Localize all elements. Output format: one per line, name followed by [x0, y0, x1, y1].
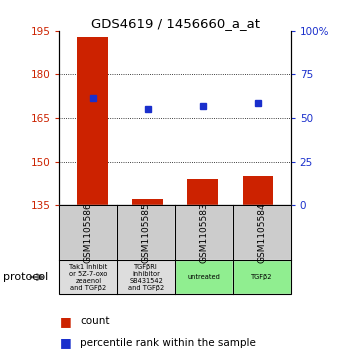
Text: percentile rank within the sample: percentile rank within the sample	[80, 338, 256, 348]
Text: GSM1105583: GSM1105583	[200, 202, 208, 263]
Text: ■: ■	[59, 315, 71, 328]
Title: GDS4619 / 1456660_a_at: GDS4619 / 1456660_a_at	[90, 17, 260, 30]
Bar	[78, 37, 108, 205]
Text: untreated: untreated	[188, 274, 220, 280]
Text: TGFβ2: TGFβ2	[251, 274, 273, 280]
Bar	[187, 179, 218, 205]
Text: ■: ■	[59, 337, 71, 350]
Text: GSM1105585: GSM1105585	[142, 202, 151, 263]
Text: protocol: protocol	[3, 272, 49, 282]
Bar	[133, 199, 163, 205]
Text: TGFβRI
inhibitor
SB431542
and TGFβ2: TGFβRI inhibitor SB431542 and TGFβ2	[128, 264, 164, 291]
Text: GSM1105586: GSM1105586	[84, 202, 93, 263]
Text: count: count	[80, 316, 109, 326]
Bar	[242, 176, 273, 205]
Text: Tak1 inhibit
or 5Z-7-oxo
zeaenol
and TGFβ2: Tak1 inhibit or 5Z-7-oxo zeaenol and TGF…	[69, 264, 107, 291]
Text: GSM1105584: GSM1105584	[257, 202, 266, 263]
